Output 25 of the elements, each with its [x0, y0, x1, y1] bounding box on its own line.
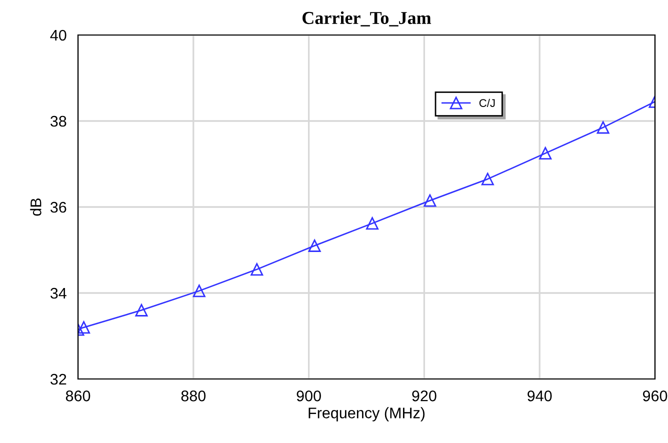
point	[596, 121, 610, 134]
x-tick-label: 900	[296, 390, 321, 402]
point	[135, 304, 148, 316]
y-axis-title: dB	[30, 198, 42, 216]
legend-label: C/J	[479, 98, 495, 107]
point	[481, 172, 494, 186]
point	[366, 217, 379, 230]
y-tick-label: 36	[50, 202, 66, 213]
point	[250, 263, 264, 276]
y-tick-label: 32	[50, 374, 66, 385]
chart-title: Carrier_To_Jam	[302, 11, 432, 26]
y-tick-label: 38	[50, 116, 66, 127]
point	[539, 147, 552, 160]
point	[78, 321, 90, 334]
x-tick-label: 880	[181, 390, 206, 402]
x-tick-label: 920	[412, 390, 436, 402]
y-tick-label: 40	[50, 30, 66, 41]
x-tick-label: 960	[642, 390, 668, 402]
point	[192, 284, 206, 298]
point	[424, 194, 436, 207]
x-axis-title: Frequency (MHz)	[308, 407, 425, 422]
point	[308, 239, 321, 252]
x-tick-label: 860	[66, 390, 90, 402]
y-tick-label: 34	[50, 288, 66, 299]
x-tick-label: 940	[528, 390, 552, 402]
